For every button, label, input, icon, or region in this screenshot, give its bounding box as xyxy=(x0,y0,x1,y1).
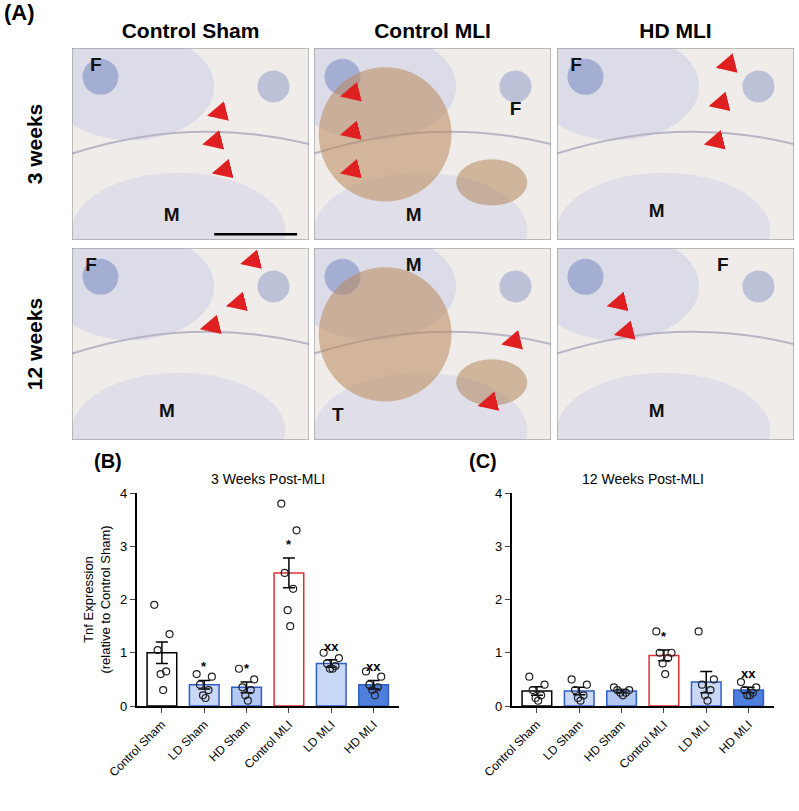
svg-text:M: M xyxy=(406,254,422,275)
svg-text:1: 1 xyxy=(495,645,502,660)
svg-text:*: * xyxy=(286,537,292,552)
svg-text:Control MLI: Control MLI xyxy=(374,19,491,42)
svg-text:M: M xyxy=(649,400,665,421)
svg-text:Tnf Expression(relative to Con: Tnf Expression(relative to Control Sham) xyxy=(81,525,113,673)
svg-text:Control Sham: Control Sham xyxy=(481,718,543,780)
svg-text:3: 3 xyxy=(495,539,502,554)
svg-text:F: F xyxy=(510,98,522,119)
svg-text:LD Sham: LD Sham xyxy=(165,718,210,763)
svg-text:M: M xyxy=(164,204,180,225)
svg-text:xx: xx xyxy=(324,639,339,654)
svg-text:Control Sham: Control Sham xyxy=(106,718,168,780)
svg-text:HD Sham: HD Sham xyxy=(206,718,253,765)
svg-text:xx: xx xyxy=(741,666,756,681)
svg-text:F: F xyxy=(90,54,102,75)
svg-text:HD MLI: HD MLI xyxy=(341,718,380,757)
svg-text:Control MLI: Control MLI xyxy=(242,718,296,772)
svg-text:*: * xyxy=(244,661,250,676)
svg-text:LD MLI: LD MLI xyxy=(300,718,337,755)
svg-text:Control Sham: Control Sham xyxy=(122,19,260,42)
svg-text:F: F xyxy=(717,254,729,275)
svg-text:M: M xyxy=(159,400,175,421)
svg-text:(B): (B) xyxy=(94,450,122,472)
svg-text:T: T xyxy=(332,404,344,425)
svg-text:0: 0 xyxy=(120,699,127,714)
svg-text:HD MLI: HD MLI xyxy=(716,718,755,757)
svg-text:F: F xyxy=(85,254,97,275)
svg-text:*: * xyxy=(661,629,667,644)
svg-text:M: M xyxy=(649,200,665,221)
svg-text:12 weeks: 12 weeks xyxy=(23,298,46,390)
svg-text:Control MLI: Control MLI xyxy=(617,718,671,772)
svg-text:(C): (C) xyxy=(469,450,497,472)
svg-text:12 Weeks Post-MLI: 12 Weeks Post-MLI xyxy=(582,471,704,487)
svg-text:4: 4 xyxy=(495,486,502,501)
svg-text:HD Sham: HD Sham xyxy=(581,718,628,765)
svg-text:HD MLI: HD MLI xyxy=(639,19,711,42)
svg-text:LD Sham: LD Sham xyxy=(540,718,585,763)
svg-text:1: 1 xyxy=(120,645,127,660)
svg-text:3 weeks: 3 weeks xyxy=(23,104,46,185)
svg-text:4: 4 xyxy=(120,486,127,501)
svg-text:2: 2 xyxy=(120,592,127,607)
svg-text:0: 0 xyxy=(495,699,502,714)
svg-text:M: M xyxy=(406,204,422,225)
svg-text:F: F xyxy=(570,54,582,75)
svg-text:2: 2 xyxy=(495,592,502,607)
svg-text:3: 3 xyxy=(120,539,127,554)
svg-text:xx: xx xyxy=(366,659,381,674)
svg-text:(A): (A) xyxy=(4,0,35,25)
svg-text:LD MLI: LD MLI xyxy=(675,718,712,755)
svg-text:3 Weeks Post-MLI: 3 Weeks Post-MLI xyxy=(211,471,325,487)
svg-text:*: * xyxy=(201,659,207,674)
